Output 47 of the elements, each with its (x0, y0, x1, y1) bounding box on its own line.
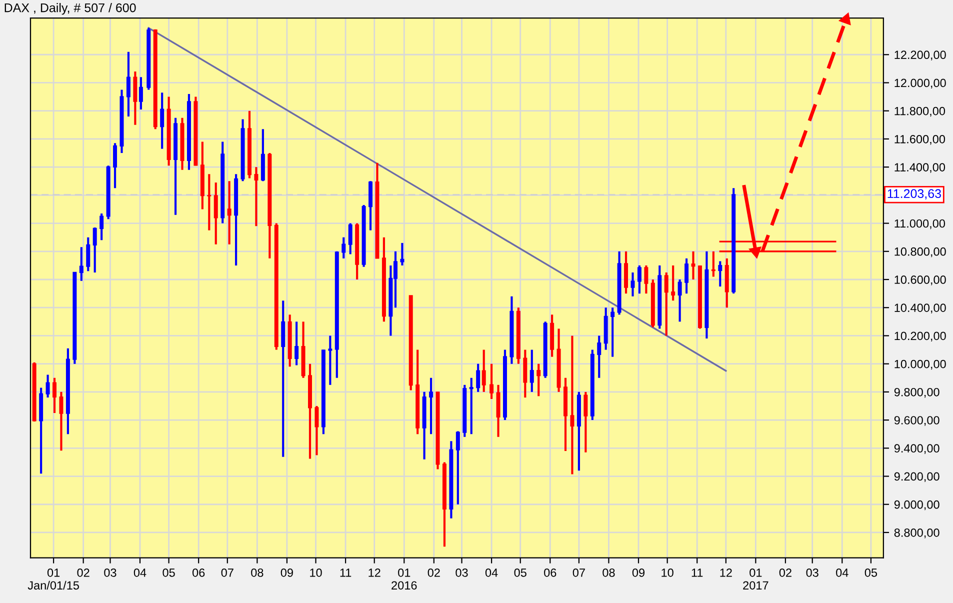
x-tick-label: 04 (836, 568, 848, 577)
x-tick-label: 06 (544, 568, 556, 577)
chart-title: DAX , Daily, # 507 / 600 (4, 3, 136, 15)
y-tick-label: 10.000,00 (894, 360, 946, 370)
x-tick-label: 03 (104, 568, 116, 577)
x-tick-label: 02 (779, 568, 792, 577)
x-tick-label: 02 (77, 568, 90, 577)
y-tick-label: 9.000,00 (894, 500, 940, 510)
y-tick-label: 9.400,00 (894, 444, 940, 454)
x-tick-label: 01 2016 (392, 568, 417, 590)
x-tick-label: 09 (280, 568, 293, 577)
x-tick-label: 05 (514, 568, 526, 577)
x-tick-label: 11 (692, 568, 703, 577)
x-tick-label: 08 (602, 568, 615, 577)
x-tick-label: 03 (806, 568, 818, 577)
x-tick-label: 06 (192, 568, 205, 577)
x-tick-label: 03 (456, 568, 468, 577)
x-tick-label: 12 (368, 568, 380, 577)
y-tick-label: 9.200,00 (894, 472, 940, 482)
y-tick-label: 10.200,00 (894, 332, 946, 342)
x-tick-label: 07 (572, 568, 585, 577)
x-tick-label: 11 (340, 568, 352, 577)
x-tick-label: 01 2017 (743, 568, 768, 590)
y-tick-label: 10.600,00 (894, 276, 946, 286)
y-tick-label: 10.400,00 (894, 304, 946, 314)
x-tick-label: 09 (632, 568, 645, 577)
x-tick-label: 05 (864, 568, 878, 577)
x-tick-label: 10 (662, 568, 674, 577)
x-tick-label: 10 (310, 568, 322, 577)
y-tick-label: 12.000,00 (894, 78, 946, 89)
y-tick-label: 11.000,00 (894, 219, 946, 230)
x-tick-label: 04 (134, 568, 146, 577)
y-tick-label: 8.800,00 (894, 528, 940, 538)
ref-line-label: 11.203,63 (888, 189, 941, 200)
y-tick-label: 10.800,00 (894, 247, 946, 258)
x-tick-label: 05 (162, 568, 175, 577)
y-tick-label: 11.400,00 (894, 163, 946, 173)
x-tick-label: 02 (428, 568, 440, 577)
y-tick-label: 11.600,00 (894, 134, 946, 145)
y-tick-label: 12.200,00 (894, 50, 946, 60)
y-tick-label: 11.800,00 (894, 106, 946, 117)
y-tick-label: 9.600,00 (894, 416, 940, 426)
x-tick-label: 04 (485, 568, 498, 577)
x-tick-label: 07 (221, 568, 234, 577)
x-tick-label: 12 (720, 568, 732, 577)
y-tick-label: 9.800,00 (894, 388, 940, 398)
x-tick-label: 08 (251, 568, 264, 577)
